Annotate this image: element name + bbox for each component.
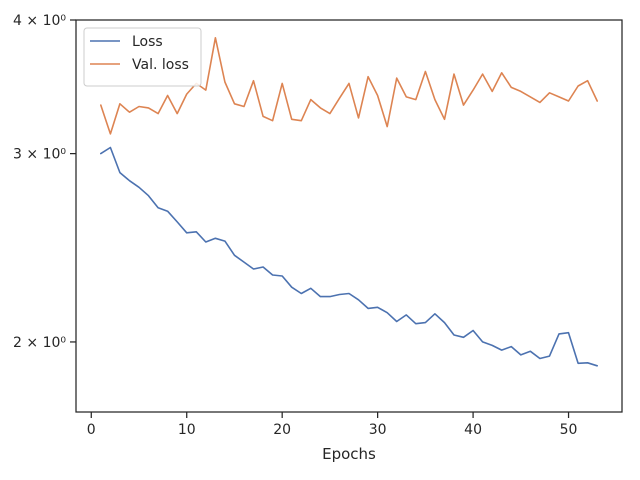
legend-label: Val. loss bbox=[132, 57, 189, 73]
y-tick-label: 3 × 10⁰ bbox=[13, 147, 66, 163]
x-tick-label: 30 bbox=[369, 422, 387, 438]
x-tick-label: 40 bbox=[464, 422, 482, 438]
x-tick-label: 10 bbox=[178, 422, 196, 438]
x-tick-label: 20 bbox=[273, 422, 291, 438]
x-tick-label: 0 bbox=[87, 422, 96, 438]
legend-entries: Loss Val. loss bbox=[90, 34, 189, 73]
legend-label: Loss bbox=[132, 34, 163, 50]
x-tick-label: 50 bbox=[560, 422, 578, 438]
series-layer bbox=[100, 36, 599, 367]
y-tick-label: 4 × 10⁰ bbox=[13, 13, 66, 29]
x-axis-label: Epochs bbox=[322, 445, 376, 463]
legend-box bbox=[83, 27, 202, 87]
plot-frame bbox=[75, 19, 623, 413]
y-axis: 2 × 10⁰ 3 × 10⁰ 4 × 10⁰ bbox=[13, 13, 76, 351]
y-tick-label: 2 × 10⁰ bbox=[13, 335, 66, 351]
val-loss-series-line bbox=[100, 36, 599, 135]
x-axis: 0 10 20 30 40 50 bbox=[87, 412, 578, 438]
loss-series-line bbox=[100, 146, 599, 367]
legend: Loss Val. loss bbox=[83, 27, 202, 87]
